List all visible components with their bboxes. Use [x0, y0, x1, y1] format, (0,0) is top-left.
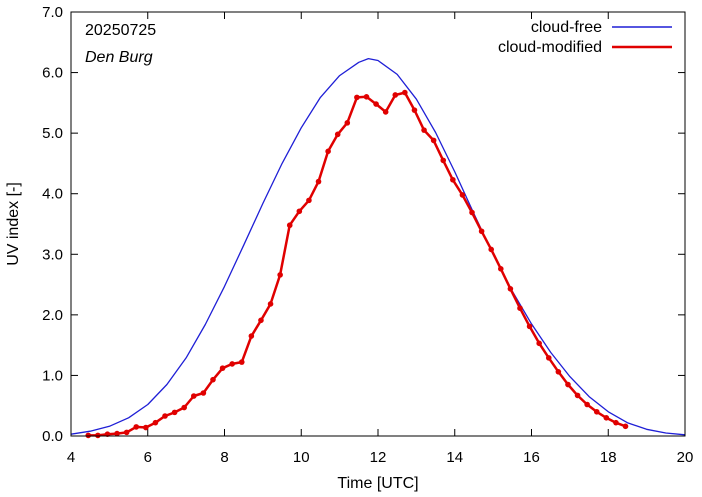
legend: cloud-free cloud-modified — [498, 19, 672, 56]
data-point-cloud-modified — [450, 176, 456, 183]
data-point-cloud-modified — [296, 208, 303, 215]
y-tick-label: 5.0 — [42, 125, 63, 142]
data-point-cloud-modified — [584, 401, 590, 408]
data-point-cloud-modified — [392, 92, 399, 98]
y-tick-label: 6.0 — [42, 65, 63, 82]
data-point-cloud-modified — [85, 432, 92, 439]
data-point-cloud-modified — [565, 381, 571, 388]
data-point-cloud-modified — [459, 192, 466, 198]
data-point-cloud-modified — [133, 424, 140, 430]
data-point-cloud-modified — [219, 365, 226, 371]
data-point-cloud-modified — [238, 359, 245, 365]
x-tick-label: 4 — [67, 449, 75, 466]
data-point-cloud-modified — [258, 317, 264, 324]
data-point-cloud-modified — [603, 415, 610, 421]
data-point-cloud-modified — [373, 101, 379, 107]
x-tick-label: 10 — [293, 449, 310, 466]
data-point-cloud-modified — [488, 246, 495, 253]
data-point-cloud-modified — [344, 120, 351, 126]
data-point-cloud-modified — [498, 266, 504, 272]
data-point-cloud-modified — [181, 404, 188, 411]
data-point-cloud-modified — [517, 305, 523, 311]
data-point-cloud-modified — [507, 286, 514, 292]
data-point-cloud-modified — [171, 409, 178, 416]
data-point-cloud-modified — [95, 432, 101, 439]
plot-frame — [70, 11, 686, 437]
date-annotation: 20250725 — [85, 22, 156, 39]
data-point-cloud-modified — [143, 424, 149, 431]
data-point-cloud-modified — [440, 157, 447, 164]
data-point-cloud-modified — [593, 408, 600, 415]
y-axis-title: UV index [-] — [5, 182, 22, 266]
data-point-cloud-modified — [526, 323, 533, 330]
data-point-cloud-modified — [152, 419, 159, 426]
x-tick-label: 20 — [677, 449, 694, 466]
y-tick-label: 3.0 — [42, 246, 63, 263]
x-axis-title: Time [UTC] — [337, 475, 418, 492]
data-point-cloud-modified — [114, 430, 120, 437]
data-point-cloud-modified — [574, 392, 581, 399]
data-point-cloud-modified — [277, 272, 283, 278]
data-point-cloud-modified — [421, 127, 427, 133]
data-point-cloud-modified — [210, 376, 216, 383]
data-point-cloud-modified — [200, 390, 207, 396]
data-point-cloud-modified — [363, 94, 370, 100]
x-tick-label: 14 — [446, 449, 463, 466]
data-point-cloud-modified — [315, 178, 322, 185]
data-point-cloud-modified — [306, 197, 312, 204]
data-point-cloud-modified — [536, 340, 542, 347]
data-point-cloud-modified — [325, 148, 331, 155]
data-point-cloud-modified — [248, 333, 255, 339]
series-line-cloud-free — [70, 57, 686, 436]
data-point-cloud-modified — [469, 209, 475, 216]
data-point-cloud-modified — [162, 413, 168, 419]
x-tick-label: 16 — [523, 449, 540, 466]
ticks-layer: 4 6 8 10 12 14 16 18 20 0.0 1.0 2.0 3.0 4.0 5.0 6.0 7.0 — [42, 4, 693, 466]
legend-label-cloud-free: cloud-free — [531, 19, 602, 36]
series-line-cloud-modified — [88, 91, 626, 437]
data-point-cloud-modified — [545, 355, 552, 361]
data-point-cloud-modified — [354, 94, 360, 101]
y-tick-label: 1.0 — [42, 367, 63, 384]
y-tick-label: 0.0 — [42, 428, 63, 445]
data-point-cloud-modified — [613, 419, 619, 426]
data-point-cloud-modified — [191, 393, 197, 399]
series-layer — [70, 57, 686, 439]
data-point-cloud-modified — [286, 222, 293, 229]
data-point-cloud-modified — [411, 107, 418, 113]
data-point-cloud-modified — [229, 361, 235, 367]
data-point-cloud-modified — [402, 89, 408, 96]
y-tick-label: 7.0 — [42, 4, 63, 21]
data-point-cloud-modified — [555, 368, 562, 375]
data-point-cloud-modified — [622, 423, 629, 430]
station-annotation: Den Burg — [85, 49, 153, 66]
data-point-cloud-modified — [267, 301, 274, 307]
x-tick-label: 8 — [220, 449, 228, 466]
data-point-cloud-modified — [382, 109, 389, 115]
data-point-cloud-modified — [430, 137, 437, 144]
y-tick-label: 2.0 — [42, 307, 63, 324]
data-point-cloud-modified — [334, 131, 341, 138]
x-tick-label: 6 — [144, 449, 152, 466]
x-tick-label: 12 — [370, 449, 387, 466]
x-tick-label: 18 — [600, 449, 617, 466]
data-point-cloud-modified — [478, 228, 485, 235]
data-point-cloud-modified — [123, 429, 130, 436]
y-tick-label: 4.0 — [42, 186, 63, 203]
legend-label-cloud-modified: cloud-modified — [498, 39, 602, 56]
